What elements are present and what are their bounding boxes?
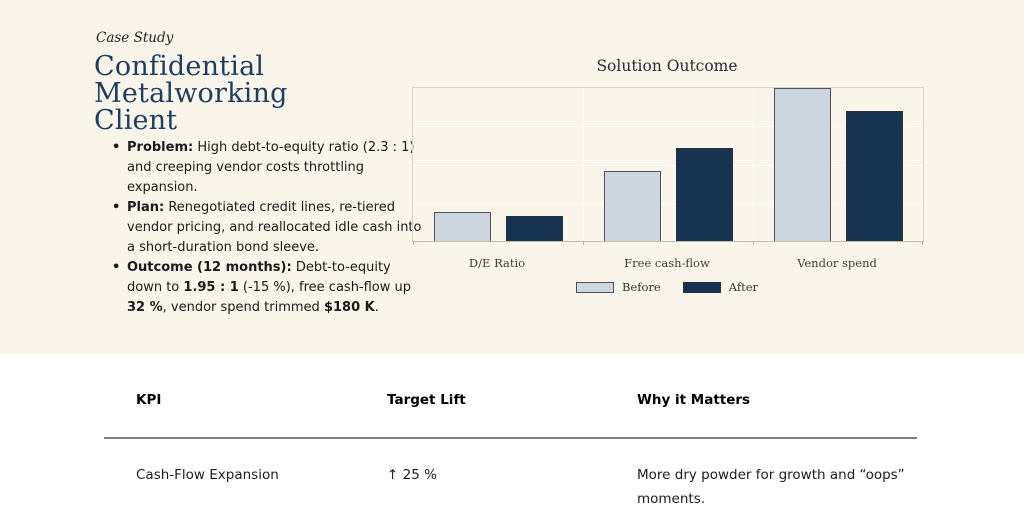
kpi-table-cell: Cash-Flow Expansion [136,467,279,483]
bullet-text-segment: Plan: [127,200,165,215]
kpi-table-cell: More dry powder for growth and “oops” mo… [637,467,905,507]
x-axis-tick [583,241,584,245]
kpi-table-divider [104,437,917,439]
horizontal-gridline [413,202,923,204]
bullet-text-segment: 1.95 : 1 [183,280,239,295]
bar-before-free-cash-flow [603,170,661,241]
legend-swatch-before [575,281,614,293]
kpi-table-header: KPI [136,392,162,408]
vertical-gridline [753,88,754,241]
bullet-item-1: Problem: High debt-to-equity ratio (2.3 … [112,138,428,198]
legend-item-after: After [682,280,759,294]
page-title-line-3: Client [94,105,178,136]
kpi-table-header: Target Lift [387,392,466,408]
bar-before-d-e-ratio [433,211,491,241]
bullet-text-segment: Renegotiated credit lines, re-tiered ven… [127,200,422,255]
bullet-text-segment: $180 K [323,300,375,315]
kpi-table-header: Why it Matters [637,392,751,408]
bar-after-d-e-ratio [505,216,563,241]
page-title: Confidential Metalworking Client [94,53,288,134]
bullet-text-segment: High debt-to-equity ratio (2.3 : 1) and … [127,140,415,195]
kpi-table-cell: ↑ 25 % [387,467,437,483]
bullet-item-2: Plan: Renegotiated credit lines, re-tier… [112,198,428,258]
eyebrow-label: Case Study [96,30,174,46]
legend-item-before: Before [575,280,661,294]
case-study-bullet-list: Problem: High debt-to-equity ratio (2.3 … [112,138,428,318]
page-title-line-1: Confidential [94,51,265,82]
chart-legend: Before After [412,279,922,295]
bullet-text-segment: Problem: [127,140,194,155]
bullet-text-segment: Outcome (12 months): [127,260,292,275]
chart-plot-area [412,87,924,245]
bullet-text-segment: Debt-to-equity down to [127,260,391,295]
kpi-table-row: Cash-Flow Expansion ↑ 25 % More dry powder… [104,463,917,511]
category-label: D/E Ratio [468,256,526,270]
bar-before-vendor-spend [773,88,831,241]
kpi-table-header-row: KPI Target Lift Why it Matters [104,392,917,408]
chart-category-labels: D/E Ratio Free cash-flow Vendor spend [412,256,922,270]
horizontal-gridline [413,126,923,128]
legend-label: Before [621,280,661,294]
bar-after-free-cash-flow [675,147,733,241]
bar-after-vendor-spend [845,110,903,241]
x-axis-tick [922,241,923,245]
category-label: Free cash-flow [624,256,710,270]
legend-swatch-after [682,281,721,293]
bullet-text-segment: 32 % [127,300,163,315]
bullet-text-segment: , vendor spend trimmed [162,300,324,315]
horizontal-gridline [413,164,923,166]
kpi-table-section: KPI Target Lift Why it Matters Cash-Flow E… [104,354,917,512]
category-label: Vendor spend [797,256,877,270]
bullet-item-3: Outcome (12 months): Debt-to-equity down… [112,258,428,318]
legend-label: After [728,280,759,294]
x-axis-tick [753,241,754,245]
page-title-line-2: Metalworking [94,78,288,109]
bullet-text-segment: . [374,300,379,315]
x-axis-tick [413,241,414,245]
vertical-gridline [583,88,584,241]
bullet-text-segment: (-15 %), free cash-flow up [238,280,412,295]
hero-section: Case Study Confidential Metalworking Clien… [0,0,1024,354]
chart-title: Solution Outcome [596,57,738,75]
